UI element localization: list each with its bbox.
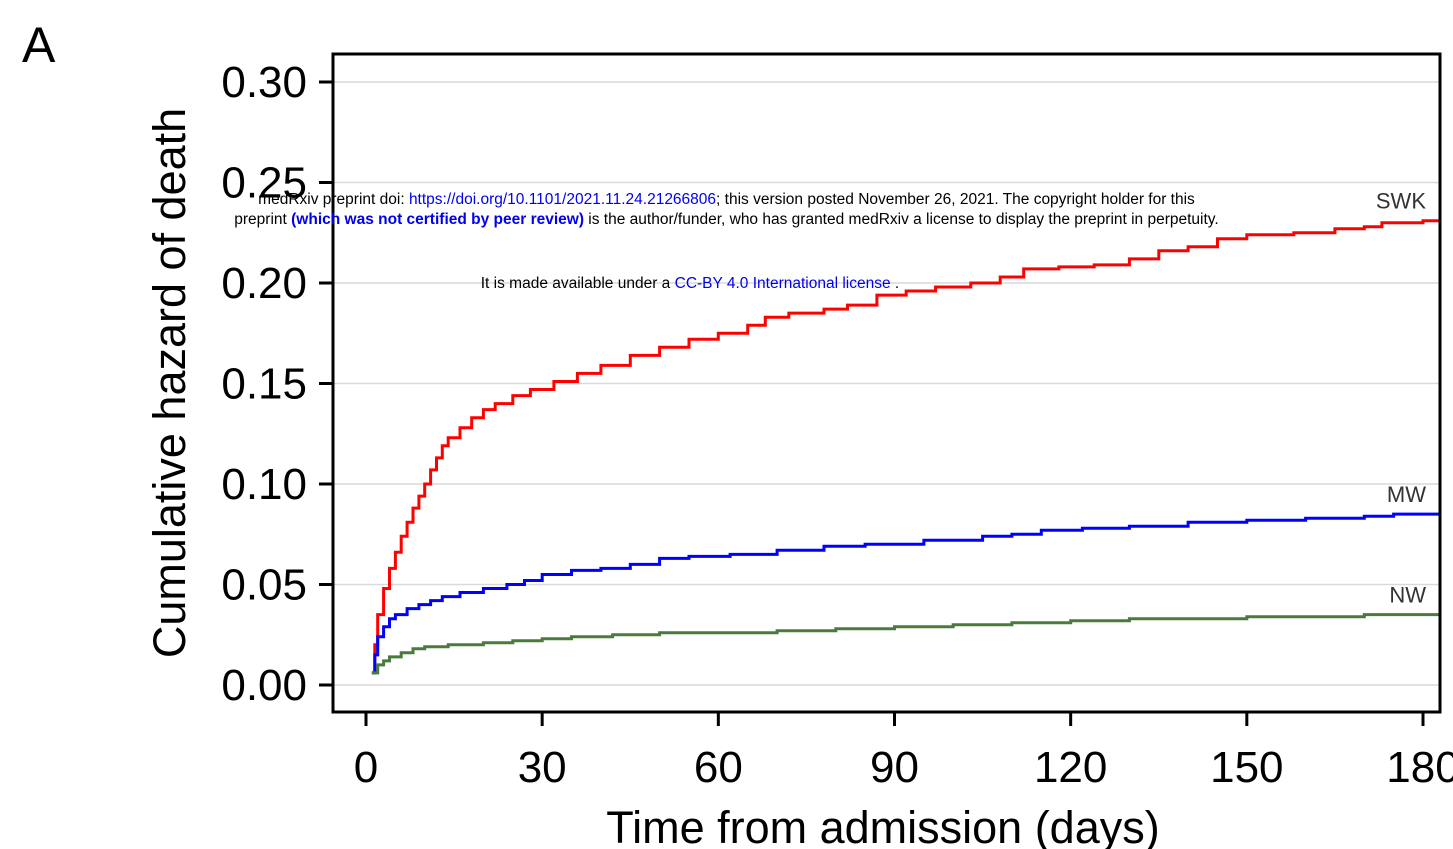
x-tick-label: 0 bbox=[354, 743, 378, 792]
series-labels: SWK MW NW bbox=[1376, 189, 1426, 608]
preprint-banner-line-1: medRxiv preprint doi: https://doi.org/10… bbox=[0, 191, 1453, 209]
x-tick-label: 30 bbox=[518, 743, 567, 792]
x-axis-label: Time from admission (days) bbox=[606, 802, 1159, 849]
x-tick-label: 180 bbox=[1386, 743, 1453, 792]
banner-text: is the author/funder, who has granted me… bbox=[584, 211, 1219, 228]
x-tick-label: 90 bbox=[870, 743, 919, 792]
y-axis-label: Cumulative hazard of death bbox=[144, 108, 195, 658]
license-link[interactable]: CC-BY 4.0 International license bbox=[674, 275, 891, 292]
y-axis: 0.00 0.05 0.10 0.15 0.20 0.25 0.30 bbox=[221, 58, 333, 710]
banner-text: ; this version posted November 26, 2021.… bbox=[716, 191, 1195, 208]
series-line-swk bbox=[371, 219, 1441, 675]
y-tick-label: 0.00 bbox=[221, 661, 307, 710]
x-axis: 0 30 60 90 120 150 180 bbox=[354, 712, 1453, 792]
series-line-nw bbox=[371, 613, 1441, 675]
series-line-mw bbox=[371, 512, 1441, 675]
banner-text: It is made available under a bbox=[480, 275, 675, 292]
x-tick-label: 150 bbox=[1210, 743, 1283, 792]
series-lines bbox=[371, 219, 1441, 675]
y-tick-label: 0.20 bbox=[221, 259, 307, 308]
banner-text: . bbox=[890, 275, 900, 292]
y-tick-label: 0.30 bbox=[221, 58, 307, 107]
y-tick-label: 0.05 bbox=[221, 561, 307, 610]
x-tick-label: 120 bbox=[1034, 743, 1107, 792]
series-label-mw: MW bbox=[1387, 482, 1426, 507]
banner-text: medRxiv preprint doi: bbox=[258, 191, 409, 208]
panel-label: A bbox=[22, 17, 56, 73]
x-tick-label: 60 bbox=[694, 743, 743, 792]
series-label-swk: SWK bbox=[1376, 189, 1426, 214]
peer-review-note: (which was not certified by peer review) bbox=[291, 211, 584, 228]
doi-link[interactable]: https://doi.org/10.1101/2021.11.24.21266… bbox=[408, 191, 717, 208]
preprint-banner-line-2: preprint (which was not certified by pee… bbox=[0, 211, 1453, 229]
y-tick-label: 0.15 bbox=[221, 360, 307, 409]
y-tick-label: 0.25 bbox=[221, 159, 307, 208]
y-tick-label: 0.10 bbox=[221, 460, 307, 509]
banner-text: preprint bbox=[234, 211, 292, 228]
license-banner: It is made available under a CC-BY 4.0 I… bbox=[0, 275, 1380, 293]
series-label-nw: NW bbox=[1389, 583, 1426, 608]
